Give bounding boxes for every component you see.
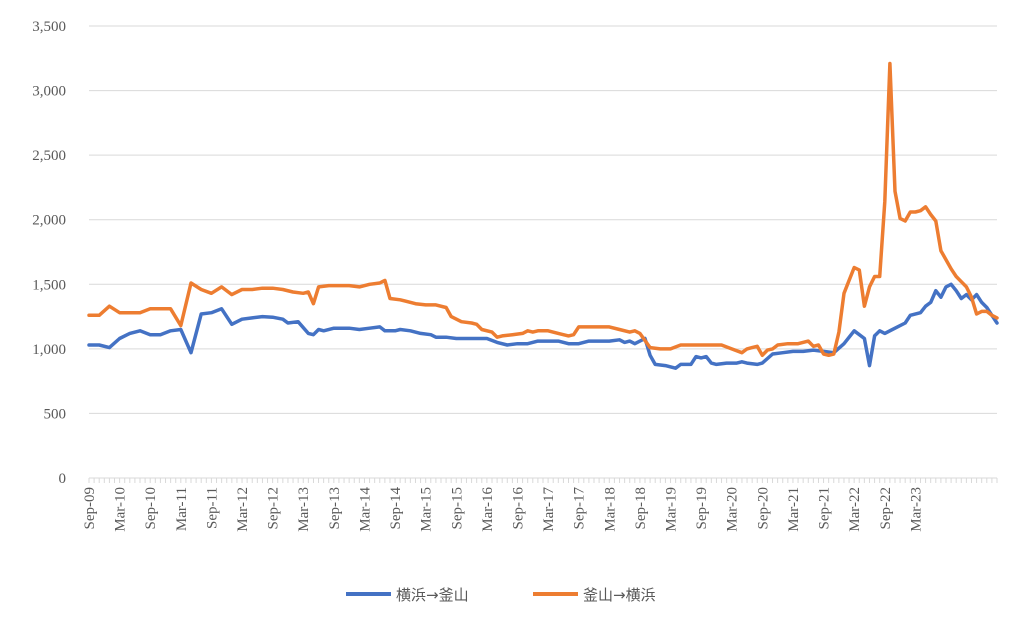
x-tick-label: Mar-16 (480, 487, 496, 532)
x-tick-label: Mar-15 (419, 487, 435, 532)
legend-label-2: 釜山→横浜 (583, 586, 656, 604)
x-tick-label: Sep-14 (388, 487, 404, 530)
x-axis-ticks (88, 478, 998, 483)
x-tick-label: Mar-20 (725, 487, 741, 532)
x-tick-label: Mar-14 (357, 487, 373, 532)
x-tick-label: Mar-17 (541, 487, 557, 532)
series-lines (87, 61, 999, 370)
y-axis-tick-labels: 0 500 1,000 1,500 2,000 2,500 3,000 3,500 (32, 19, 66, 487)
gridlines (89, 25, 997, 414)
y-tick-label: 2,000 (32, 213, 66, 229)
x-tick-label: Sep-20 (755, 487, 771, 530)
x-tick-label: Sep-18 (633, 487, 649, 530)
x-tick-label: Sep-10 (143, 487, 159, 530)
x-tick-label: Sep-17 (572, 487, 588, 530)
y-tick-label: 2,500 (32, 148, 66, 164)
x-tick-label: Sep-13 (327, 487, 343, 530)
x-tick-label: Mar-13 (296, 487, 312, 532)
x-axis-tick-labels: Sep-09 Mar-10 Sep-10 Mar-11 Sep-11 Mar-12 Sep-… (82, 487, 924, 532)
x-tick-label: Mar-12 (235, 487, 251, 532)
series-line-2 (87, 61, 999, 358)
x-tick-label: Sep-19 (694, 487, 710, 530)
x-tick-label: Mar-23 (908, 487, 924, 532)
y-tick-label: 1,000 (32, 342, 66, 358)
series-line-1 (87, 282, 999, 370)
x-tick-label: Sep-16 (510, 487, 526, 530)
x-tick-label: Mar-18 (602, 487, 618, 532)
x-tick-label: Mar-11 (174, 487, 190, 531)
x-tick-label: Sep-22 (878, 487, 894, 530)
x-tick-label: Sep-21 (817, 487, 833, 530)
y-tick-label: 3,500 (32, 19, 66, 35)
legend-label-1: 横浜→釜山 (396, 586, 469, 604)
legend: 横浜→釜山 釜山→横浜 (346, 586, 656, 604)
x-tick-label: Sep-11 (204, 487, 220, 529)
x-tick-label: Mar-10 (113, 487, 129, 532)
x-tick-label: Sep-09 (82, 487, 98, 530)
x-tick-label: Mar-21 (786, 487, 802, 532)
y-tick-label: 3,000 (32, 84, 66, 100)
x-tick-label: Mar-19 (664, 487, 680, 532)
y-tick-label: 0 (59, 471, 67, 487)
y-tick-label: 1,500 (32, 277, 66, 293)
x-tick-label: Sep-15 (449, 487, 465, 530)
y-tick-label: 500 (44, 406, 67, 422)
x-tick-label: Sep-12 (266, 487, 282, 530)
x-tick-label: Mar-22 (847, 487, 863, 532)
